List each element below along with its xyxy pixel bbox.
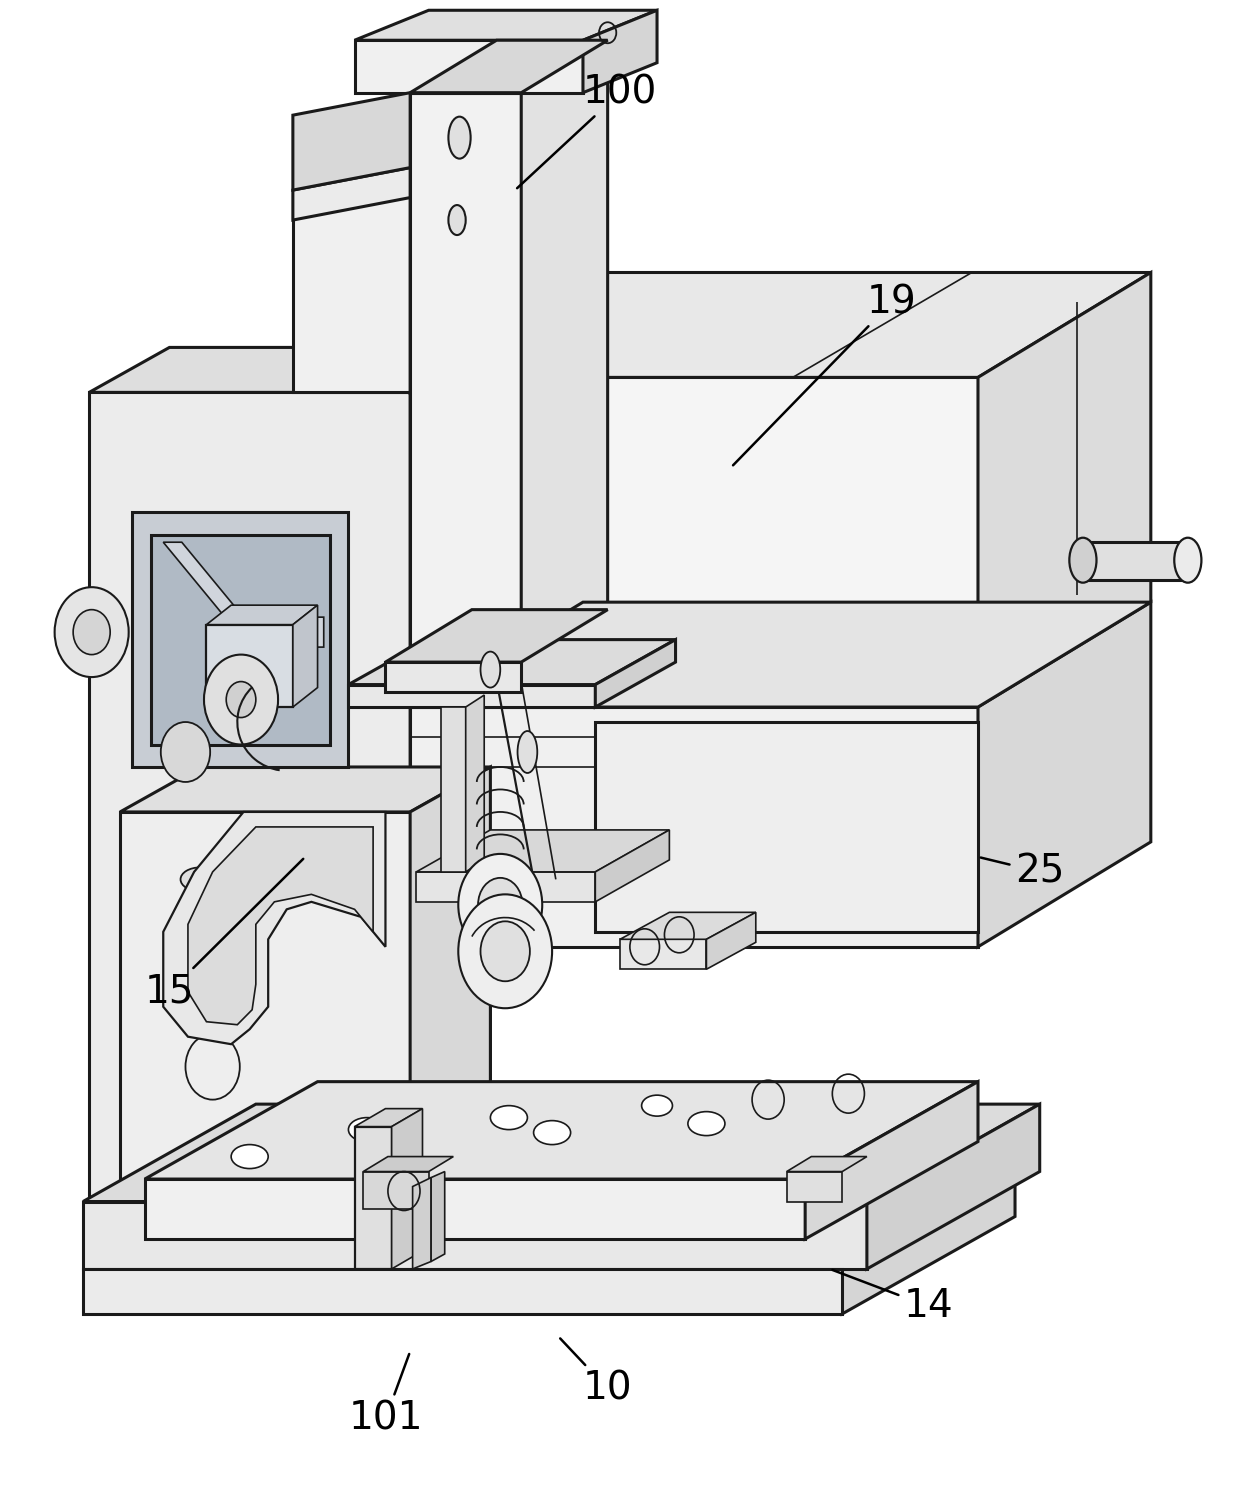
Polygon shape	[293, 605, 317, 707]
Polygon shape	[120, 767, 490, 812]
Text: 25: 25	[981, 853, 1064, 890]
Ellipse shape	[449, 117, 471, 158]
Polygon shape	[83, 1269, 842, 1314]
Polygon shape	[363, 1172, 429, 1209]
Polygon shape	[410, 272, 1151, 378]
Circle shape	[161, 722, 210, 782]
Polygon shape	[521, 41, 608, 692]
Polygon shape	[786, 1172, 842, 1202]
Polygon shape	[417, 830, 670, 872]
Polygon shape	[89, 393, 410, 1247]
Polygon shape	[466, 695, 484, 872]
Text: 100: 100	[517, 74, 657, 188]
Circle shape	[459, 854, 542, 955]
Polygon shape	[83, 1172, 1016, 1269]
Polygon shape	[145, 1179, 805, 1239]
Polygon shape	[595, 830, 670, 902]
Polygon shape	[978, 602, 1151, 948]
Circle shape	[205, 654, 278, 744]
Circle shape	[479, 878, 522, 932]
Circle shape	[459, 895, 552, 1008]
Polygon shape	[386, 662, 521, 692]
Polygon shape	[293, 144, 490, 190]
Polygon shape	[805, 1081, 978, 1239]
Ellipse shape	[181, 951, 219, 973]
Polygon shape	[207, 624, 293, 707]
Polygon shape	[410, 707, 978, 948]
Ellipse shape	[181, 868, 219, 892]
Polygon shape	[978, 272, 1151, 707]
Polygon shape	[707, 913, 756, 969]
Polygon shape	[355, 41, 583, 93]
Polygon shape	[786, 1157, 867, 1172]
Ellipse shape	[490, 1105, 527, 1130]
Ellipse shape	[231, 1145, 268, 1169]
Polygon shape	[410, 767, 490, 1247]
Polygon shape	[151, 535, 330, 744]
Polygon shape	[583, 11, 657, 93]
Polygon shape	[417, 872, 595, 902]
Circle shape	[226, 681, 255, 717]
Polygon shape	[410, 602, 1151, 707]
Polygon shape	[355, 1126, 392, 1269]
Polygon shape	[441, 707, 466, 872]
Polygon shape	[432, 1172, 445, 1262]
Polygon shape	[620, 913, 756, 940]
Ellipse shape	[481, 651, 500, 687]
Polygon shape	[293, 190, 410, 393]
Polygon shape	[83, 1202, 867, 1269]
Ellipse shape	[533, 1120, 570, 1145]
Polygon shape	[89, 347, 490, 393]
Polygon shape	[867, 1104, 1039, 1269]
Circle shape	[481, 922, 529, 981]
Polygon shape	[842, 1172, 1016, 1314]
Ellipse shape	[1069, 538, 1096, 582]
Text: 101: 101	[348, 1354, 423, 1438]
Text: 15: 15	[145, 859, 304, 1011]
Text: 19: 19	[733, 283, 916, 465]
Circle shape	[73, 609, 110, 654]
Polygon shape	[355, 11, 657, 41]
Polygon shape	[164, 812, 386, 1044]
Polygon shape	[620, 940, 707, 969]
Polygon shape	[293, 167, 410, 220]
Polygon shape	[363, 1157, 454, 1172]
Polygon shape	[410, 41, 608, 93]
Polygon shape	[392, 1108, 423, 1269]
Polygon shape	[207, 605, 317, 624]
Circle shape	[55, 587, 129, 677]
Polygon shape	[133, 513, 348, 767]
Ellipse shape	[688, 1111, 725, 1136]
Polygon shape	[293, 93, 410, 190]
Polygon shape	[410, 93, 521, 692]
Polygon shape	[355, 1108, 423, 1126]
Text: 14: 14	[832, 1269, 954, 1325]
Polygon shape	[595, 722, 978, 932]
Polygon shape	[83, 1104, 1039, 1202]
Polygon shape	[348, 684, 595, 707]
Polygon shape	[386, 609, 608, 662]
Polygon shape	[410, 144, 490, 393]
Polygon shape	[595, 639, 676, 707]
Ellipse shape	[348, 1117, 386, 1142]
Ellipse shape	[517, 731, 537, 773]
Polygon shape	[410, 347, 490, 1247]
Ellipse shape	[1174, 538, 1202, 582]
Ellipse shape	[641, 1095, 672, 1116]
Polygon shape	[188, 827, 373, 1024]
Polygon shape	[410, 378, 978, 707]
Polygon shape	[145, 1081, 978, 1179]
Polygon shape	[1083, 543, 1188, 579]
Polygon shape	[164, 543, 324, 647]
Polygon shape	[120, 812, 410, 1247]
Polygon shape	[348, 639, 676, 684]
Polygon shape	[413, 1178, 432, 1269]
Ellipse shape	[449, 205, 466, 235]
Ellipse shape	[367, 1133, 404, 1157]
Text: 10: 10	[560, 1339, 632, 1408]
